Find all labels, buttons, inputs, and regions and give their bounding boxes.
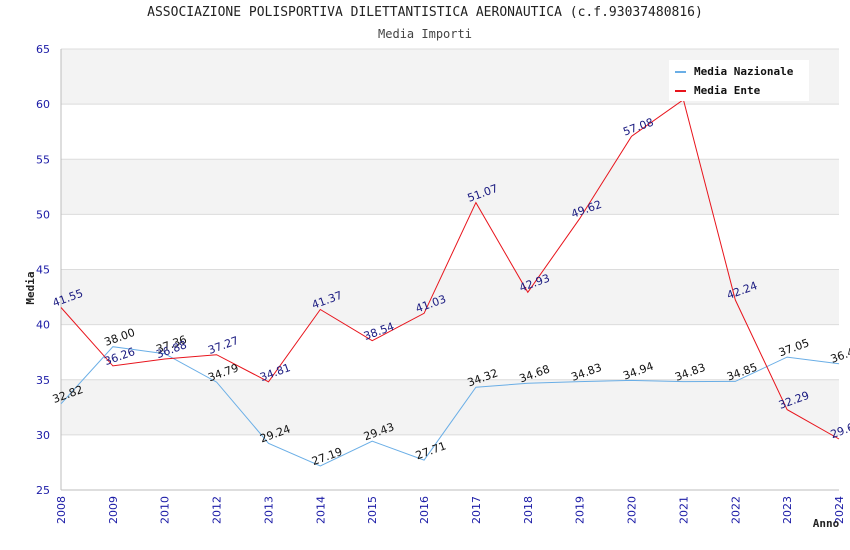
series-line-nazionale xyxy=(60,346,840,467)
x-tick-label: 2008 xyxy=(55,496,68,524)
series-group xyxy=(60,98,840,467)
y-tick-label: 45 xyxy=(36,264,50,277)
x-tick-label: 2016 xyxy=(418,496,431,524)
grid-band xyxy=(61,379,839,435)
x-tick-label: 2010 xyxy=(159,496,172,524)
grid-bands xyxy=(61,49,839,490)
x-tick-label: 2023 xyxy=(781,496,794,524)
y-tick-label: 50 xyxy=(36,208,50,221)
x-tick-label: 2013 xyxy=(262,496,275,524)
y-axis-label: Media xyxy=(24,271,37,304)
y-tick-label: 35 xyxy=(36,374,50,387)
y-tick-label: 55 xyxy=(36,153,50,166)
x-tick-label: 2014 xyxy=(314,496,327,524)
x-tick-label: 2022 xyxy=(729,496,742,524)
x-tick-label: 2024 xyxy=(833,496,846,524)
x-axis-label: Anno xyxy=(813,517,840,530)
x-tick-labels: 2008 2009 2010 2012 2013 2014 2015 2016 2017 2018… xyxy=(55,496,846,524)
grid-band xyxy=(61,324,839,380)
y-tick-label: 25 xyxy=(36,484,50,497)
x-tick-label: 2021 xyxy=(677,496,690,524)
legend-label-nazionale: Media Nazionale xyxy=(694,65,794,78)
axes xyxy=(60,49,839,491)
chart-subtitle: Media Importi xyxy=(378,27,472,41)
x-tick-label: 2020 xyxy=(626,496,639,524)
chart-title: ASSOCIAZIONE POLISPORTIVA DILETTANTISTIC… xyxy=(147,5,703,20)
x-tick-label: 2009 xyxy=(107,496,120,524)
series-line-ente xyxy=(60,98,840,440)
grid-band xyxy=(61,104,839,160)
y-tick-labels: 25 30 35 40 45 50 55 60 65 xyxy=(36,43,50,497)
legend-box xyxy=(669,60,809,101)
grid-band xyxy=(61,269,839,325)
grid-band xyxy=(61,214,839,270)
x-tick-label: 2012 xyxy=(211,496,224,524)
legend: Media Nazionale Media Ente xyxy=(669,60,809,101)
y-tick-label: 30 xyxy=(36,429,50,442)
grid-lines xyxy=(61,48,839,491)
x-tick-label: 2019 xyxy=(574,496,587,524)
legend-label-ente: Media Ente xyxy=(694,84,761,97)
grid-band xyxy=(61,159,839,215)
grid-band xyxy=(61,434,839,490)
y-tick-label: 40 xyxy=(36,319,50,332)
x-tick-label: 2017 xyxy=(470,496,483,524)
x-tick-label: 2018 xyxy=(522,496,535,524)
y-tick-label: 65 xyxy=(36,43,50,56)
x-tick-label: 2015 xyxy=(366,496,379,524)
y-tick-label: 60 xyxy=(36,98,50,111)
